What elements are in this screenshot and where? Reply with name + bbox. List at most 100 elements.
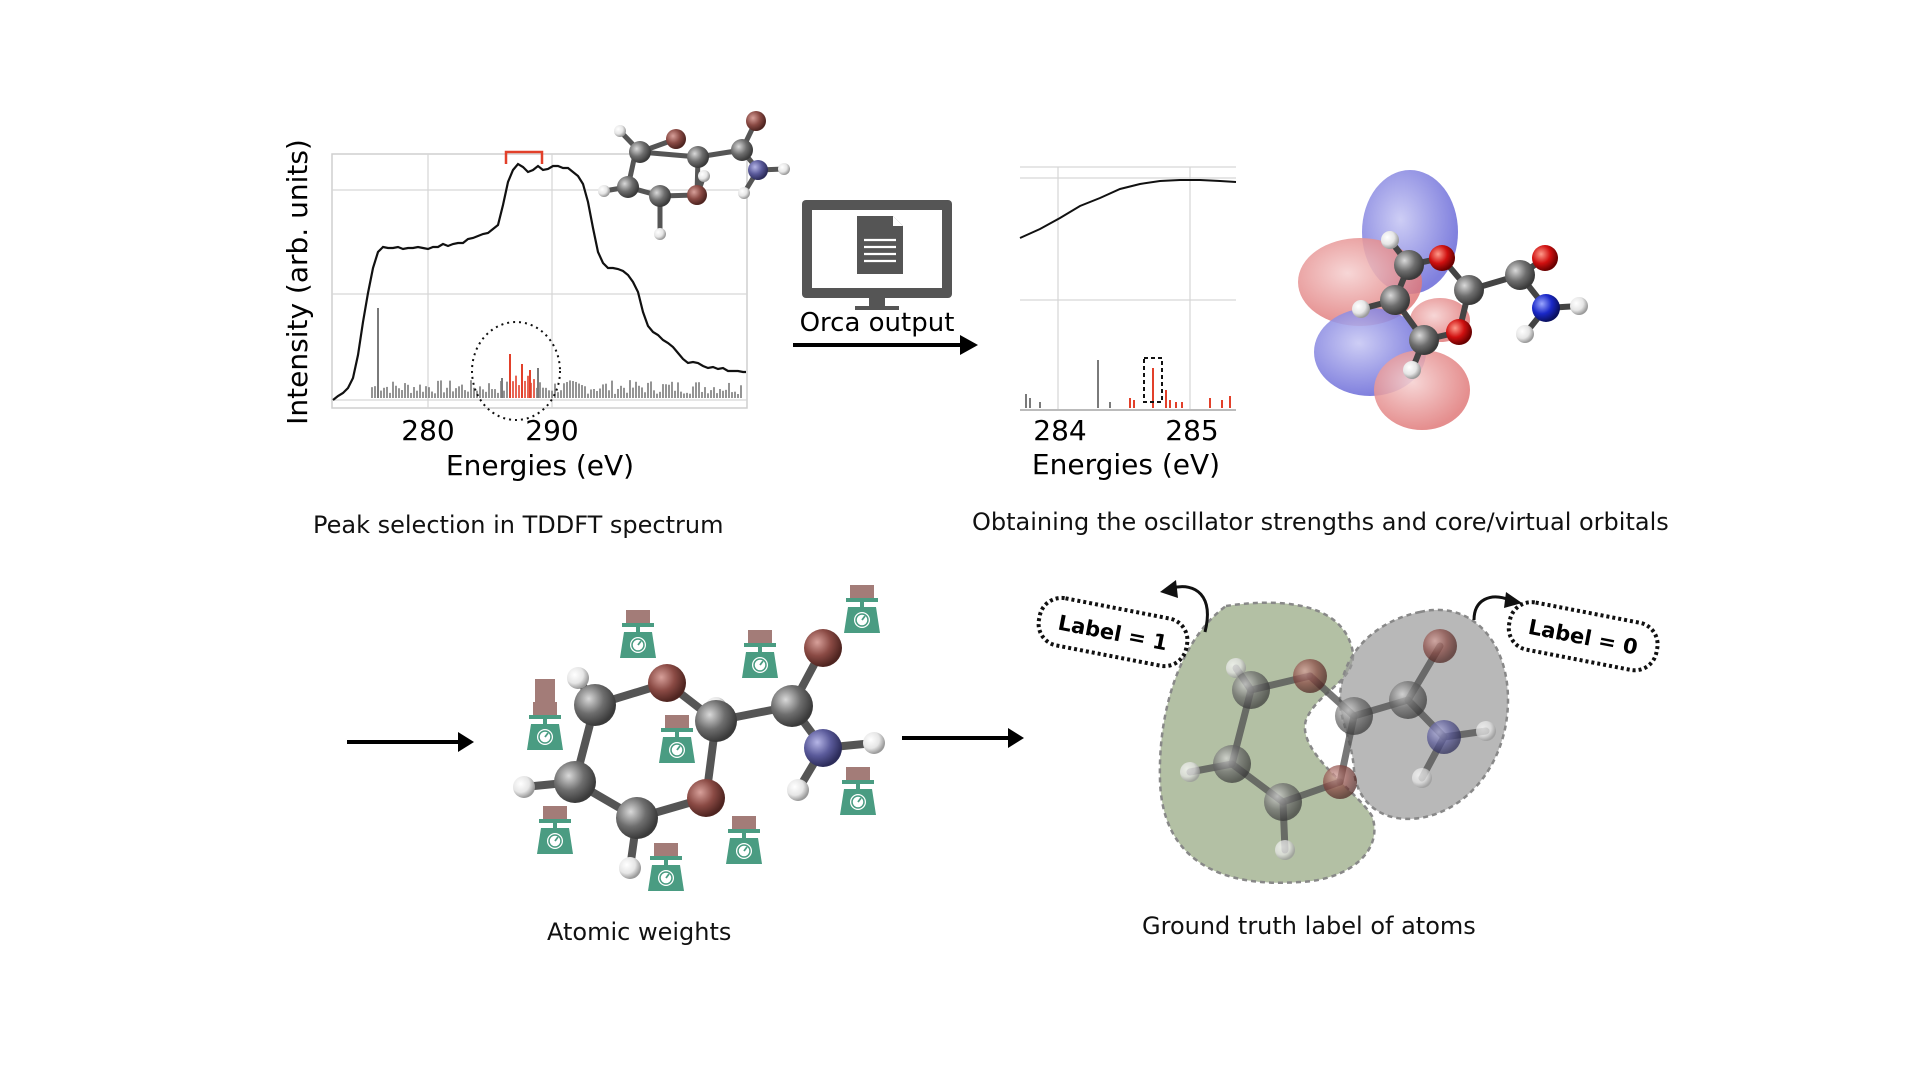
label-carbon-atom bbox=[1389, 681, 1427, 719]
orbital-hydrogen-atom bbox=[1570, 297, 1588, 315]
scale-icon bbox=[647, 842, 685, 892]
spectrum-curve bbox=[332, 162, 746, 401]
zoomed-spectrum-chart: 284 285 Energies (eV) bbox=[1019, 166, 1237, 481]
spectrum-xtick-290: 290 bbox=[525, 414, 578, 447]
carbon-atom bbox=[771, 685, 813, 727]
orbital-molecule bbox=[1298, 170, 1588, 430]
orbital-nitrogen-atom bbox=[1532, 294, 1560, 322]
scale-icon bbox=[839, 766, 877, 816]
inset-oxygen-atom bbox=[746, 111, 766, 131]
hydrogen-atom bbox=[619, 857, 641, 879]
orbital-carbon-atom bbox=[1380, 285, 1410, 315]
scale-icon bbox=[741, 629, 779, 679]
label-hydrogen-atom bbox=[1180, 762, 1200, 782]
inset-carbon-atom bbox=[629, 141, 651, 163]
inset-carbon-atom bbox=[617, 176, 639, 198]
oxygen-atom bbox=[648, 664, 686, 702]
zoom-xtick-284: 284 bbox=[1033, 414, 1086, 447]
labels-molecule bbox=[1180, 629, 1496, 860]
arrow-head-icon bbox=[458, 732, 474, 752]
arrow-head-icon bbox=[1504, 592, 1522, 608]
tddft-spectrum-chart: 280 290 Energies (eV) Intensity (arb. un… bbox=[281, 139, 748, 482]
zoom-xtick-285: 285 bbox=[1165, 414, 1218, 447]
molecule-inset bbox=[598, 111, 790, 240]
carbon-atom bbox=[695, 700, 737, 742]
inset-carbon-atom bbox=[649, 185, 671, 207]
inset-oxygen-atom bbox=[666, 129, 686, 149]
label-hydrogen-atom bbox=[1412, 768, 1432, 788]
spectrum-stick-bars bbox=[371, 308, 742, 398]
inset-hydrogen-atom bbox=[698, 170, 710, 182]
label-nitrogen-atom bbox=[1427, 720, 1461, 754]
orbital-oxygen-atom bbox=[1429, 245, 1455, 271]
inset-carbon-atom bbox=[731, 139, 753, 161]
inset-hydrogen-atom bbox=[654, 228, 666, 240]
label-zero-curved-arrow bbox=[1472, 595, 1511, 621]
computer-icon bbox=[802, 200, 952, 310]
carbon-atom bbox=[554, 761, 596, 803]
orbital-carbon-atom bbox=[1394, 250, 1424, 280]
spectrum-y-axis-label: Intensity (arb. units) bbox=[281, 139, 314, 425]
label-oxygen-atom bbox=[1423, 629, 1457, 663]
carbon-atom bbox=[574, 684, 616, 726]
scale-icon bbox=[658, 714, 696, 764]
selected-transition-box bbox=[1143, 357, 1163, 403]
selected-peak-circle bbox=[471, 321, 561, 421]
carbon-atom bbox=[616, 797, 658, 839]
label-hydrogen-atom bbox=[1226, 658, 1246, 678]
arrow-head-icon bbox=[1008, 728, 1024, 748]
label-oxygen-atom bbox=[1293, 659, 1327, 693]
zoom-stick-bars bbox=[1025, 360, 1231, 408]
label-one-bubble: Label = 1 bbox=[1036, 595, 1190, 669]
orbital-lobe-red bbox=[1374, 350, 1470, 430]
zoom-x-axis-label: Energies (eV) bbox=[1032, 448, 1220, 481]
arrow-head-icon bbox=[1160, 580, 1178, 598]
zoom-spectrum-curve bbox=[1019, 179, 1237, 239]
label-hydrogen-atom bbox=[1476, 721, 1496, 741]
orbitals-caption: Obtaining the oscillator strengths and c… bbox=[972, 508, 1669, 536]
hydrogen-atom bbox=[567, 667, 589, 689]
oxygen-atom bbox=[687, 779, 725, 817]
inset-nitrogen-atom bbox=[748, 160, 768, 180]
hydrogen-atom bbox=[863, 732, 885, 754]
spectrum-x-axis-label: Energies (eV) bbox=[446, 449, 634, 482]
hydrogen-atom bbox=[513, 776, 535, 798]
inset-oxygen-atom bbox=[687, 185, 707, 205]
weights-molecule bbox=[513, 629, 885, 879]
inset-hydrogen-atom bbox=[598, 185, 610, 197]
orca-output-label: Orca output bbox=[800, 308, 955, 338]
label-oxygen-atom bbox=[1323, 765, 1357, 799]
inset-hydrogen-atom bbox=[738, 187, 750, 199]
orbital-oxygen-atom bbox=[1532, 245, 1558, 271]
scale-icon bbox=[536, 805, 574, 855]
inset-carbon-atom bbox=[687, 146, 709, 168]
orbital-hydrogen-atom bbox=[1516, 325, 1534, 343]
orbital-carbon-atom bbox=[1454, 275, 1484, 305]
spectrum-caption: Peak selection in TDDFT spectrum bbox=[313, 511, 724, 539]
label-carbon-atom bbox=[1232, 671, 1270, 709]
spectrum-xtick-280: 280 bbox=[401, 414, 454, 447]
orbital-oxygen-atom bbox=[1446, 319, 1472, 345]
orbital-carbon-atom bbox=[1409, 325, 1439, 355]
ground-truth-caption: Ground truth label of atoms bbox=[1142, 912, 1476, 940]
arrow-head-icon bbox=[960, 335, 978, 355]
orbital-hydrogen-atom bbox=[1352, 300, 1370, 318]
label-one-region bbox=[1158, 601, 1376, 884]
orbital-hydrogen-atom bbox=[1403, 361, 1421, 379]
scale-icon bbox=[843, 584, 881, 634]
label-carbon-atom bbox=[1213, 745, 1251, 783]
scale-icon bbox=[619, 609, 657, 659]
inset-hydrogen-atom bbox=[614, 125, 626, 137]
spectrum-plot-frame bbox=[331, 153, 748, 409]
spectrum-grid bbox=[332, 154, 747, 408]
nitrogen-atom bbox=[804, 729, 842, 767]
atomic-weight-scales bbox=[526, 584, 881, 892]
label-one-curved-arrow bbox=[1171, 585, 1209, 633]
label-zero-bubble: Label = 0 bbox=[1506, 600, 1660, 673]
scale-icon bbox=[526, 679, 564, 751]
inset-hydrogen-atom bbox=[778, 163, 790, 175]
peak-selection-bracket bbox=[504, 150, 544, 164]
hydrogen-atom bbox=[787, 779, 809, 801]
scale-icon bbox=[725, 815, 763, 865]
orbital-carbon-atom bbox=[1505, 260, 1535, 290]
